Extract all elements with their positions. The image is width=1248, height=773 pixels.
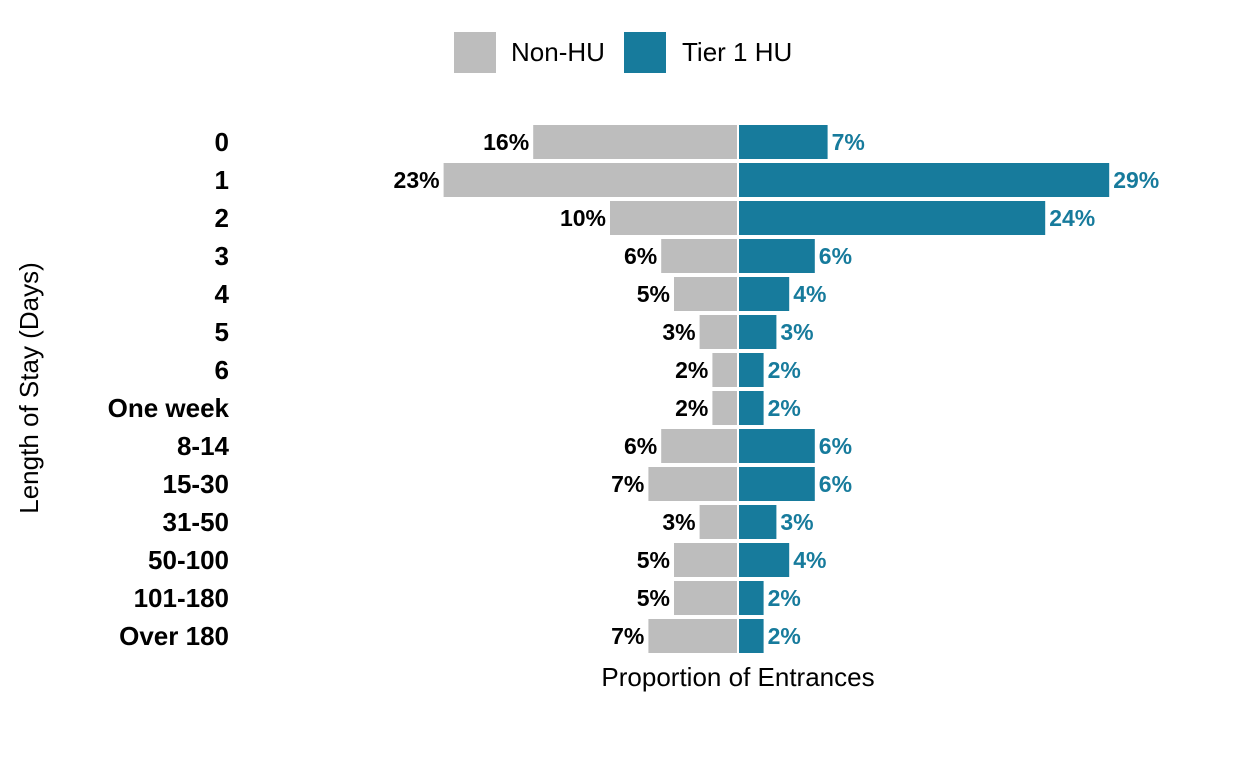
bar-tier1-hu-0 [738,125,828,159]
bar-non-hu-3 [661,239,738,273]
bar-tier1-hu-15-30 [738,467,815,501]
category-label-31-50: 31-50 [163,507,230,537]
data-label-non-hu-over-180: 7% [611,623,644,649]
bar-non-hu-1 [443,163,738,197]
data-label-non-hu-15-30: 7% [611,471,644,497]
category-label-4: 4 [215,279,230,309]
bar-non-hu-2 [610,201,738,235]
data-label-tier1-hu-0: 7% [832,129,865,155]
data-label-tier1-hu-3: 6% [819,243,852,269]
data-label-tier1-hu-101-180: 2% [768,585,801,611]
data-label-tier1-hu-15-30: 6% [819,471,852,497]
data-label-tier1-hu-2: 24% [1049,205,1095,231]
category-label-5: 5 [215,317,229,347]
bar-non-hu-over-180 [648,619,738,653]
data-label-non-hu-4: 5% [637,281,670,307]
bar-non-hu-4 [674,277,738,311]
bar-non-hu-one-week [712,391,738,425]
bar-tier1-hu-2 [738,201,1046,235]
data-label-non-hu-6: 2% [675,357,708,383]
bar-tier1-hu-4 [738,277,790,311]
bar-non-hu-15-30 [648,467,738,501]
bar-tier1-hu-3 [738,239,815,273]
data-label-non-hu-1: 23% [394,167,440,193]
bar-non-hu-101-180 [674,581,738,615]
data-label-tier1-hu-4: 4% [793,281,826,307]
legend-label-tier1-hu: Tier 1 HU [682,37,792,67]
bar-non-hu-31-50 [699,505,738,539]
y-axis-label: Length of Stay (Days) [14,262,44,513]
category-label-over-180: Over 180 [119,621,229,651]
bar-tier1-hu-over-180 [738,619,764,653]
category-label-1: 1 [215,165,229,195]
category-label-one-week: One week [108,393,230,423]
data-label-non-hu-50-100: 5% [637,547,670,573]
data-label-non-hu-3: 6% [624,243,657,269]
bar-non-hu-5 [699,315,738,349]
data-label-non-hu-one-week: 2% [675,395,708,421]
bar-tier1-hu-1 [738,163,1110,197]
legend-label-non-hu: Non-HU [511,37,605,67]
data-label-non-hu-2: 10% [560,205,606,231]
data-label-non-hu-5: 3% [662,319,695,345]
data-label-non-hu-0: 16% [483,129,529,155]
bar-tier1-hu-31-50 [738,505,777,539]
x-axis-label: Proportion of Entrances [601,662,874,692]
bar-non-hu-6 [712,353,738,387]
bar-tier1-hu-6 [738,353,764,387]
bar-tier1-hu-one-week [738,391,764,425]
data-label-tier1-hu-6: 2% [768,357,801,383]
bar-tier1-hu-8-14 [738,429,815,463]
bar-non-hu-8-14 [661,429,738,463]
category-label-2: 2 [215,203,229,233]
category-label-6: 6 [215,355,229,385]
data-label-tier1-hu-31-50: 3% [780,509,813,535]
category-label-15-30: 15-30 [163,469,230,499]
bar-tier1-hu-101-180 [738,581,764,615]
legend-swatch-tier1-hu [624,32,666,73]
bar-non-hu-50-100 [674,543,738,577]
category-label-101-180: 101-180 [134,583,229,613]
legend-swatch-non-hu [454,32,496,73]
bar-tier1-hu-5 [738,315,777,349]
data-label-non-hu-31-50: 3% [662,509,695,535]
bar-tier1-hu-50-100 [738,543,790,577]
data-label-non-hu-8-14: 6% [624,433,657,459]
data-label-tier1-hu-1: 29% [1113,167,1159,193]
legend: Non-HU Tier 1 HU [454,32,792,73]
data-label-non-hu-101-180: 5% [637,585,670,611]
bars-group: 0 16% 7% 1 23% 29% 2 10% 24% 3 6% 6% 4 5% 4% 5 3% 3% 6 2% 2%… [108,125,1159,653]
data-label-tier1-hu-5: 3% [780,319,813,345]
data-label-tier1-hu-8-14: 6% [819,433,852,459]
category-label-0: 0 [215,127,229,157]
category-label-3: 3 [215,241,229,271]
data-label-tier1-hu-50-100: 4% [793,547,826,573]
data-label-tier1-hu-one-week: 2% [768,395,801,421]
data-label-tier1-hu-over-180: 2% [768,623,801,649]
category-label-50-100: 50-100 [148,545,229,575]
bar-non-hu-0 [533,125,738,159]
category-label-8-14: 8-14 [177,431,230,461]
